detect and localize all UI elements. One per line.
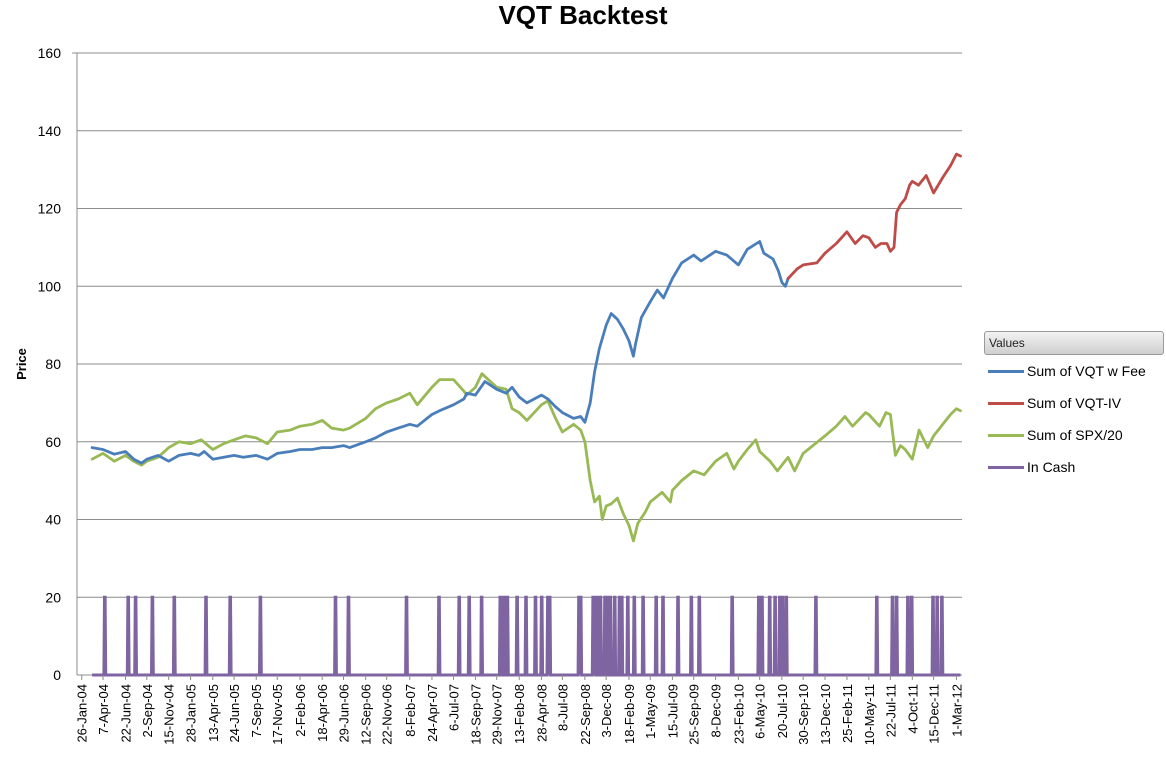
legend-label: Sum of SPX/20 xyxy=(1027,427,1123,443)
legend-item-spx-20: Sum of SPX/20 xyxy=(984,419,1164,451)
x-tick-label: 17-Nov-05 xyxy=(270,684,285,745)
x-tick-label: 1-May-09 xyxy=(643,684,658,739)
legend-item-vqt-iv: Sum of VQT-IV xyxy=(984,387,1164,419)
x-tick-label: 8-Feb-07 xyxy=(403,684,418,737)
legend-label: In Cash xyxy=(1027,459,1076,475)
legend-item-in-cash: In Cash xyxy=(984,451,1164,483)
x-tick-label: 25-Sep-09 xyxy=(687,684,702,745)
x-tick-label: 15-Dec-11 xyxy=(927,684,942,744)
x-tick-label: 22-Nov-06 xyxy=(380,684,395,745)
x-tick-label: 18-Apr-06 xyxy=(315,684,330,742)
series-line-sum-of-vqt-iv xyxy=(786,152,962,280)
x-tick-label: 6-May-10 xyxy=(753,684,768,739)
x-tick-label: 25-Feb-11 xyxy=(840,684,855,743)
x-tick-label: 24-Apr-07 xyxy=(425,684,440,742)
x-tick-label: 2-Sep-04 xyxy=(140,684,155,737)
x-tick-label: 7-Sep-05 xyxy=(249,684,264,737)
x-tick-label: 24-Jun-05 xyxy=(227,684,242,743)
legend-label: Sum of VQT-IV xyxy=(1027,395,1122,411)
x-tick-label: 8-Jul-08 xyxy=(555,684,570,731)
y-axis-label: Price xyxy=(14,348,29,380)
x-tick-labels: 26-Jan-04 7-Apr-04 22-Jun-04 2-Sep-04 15-Nov… xyxy=(75,675,964,745)
chart-title: VQT Backtest xyxy=(498,0,668,30)
legend-header[interactable]: Values xyxy=(984,331,1164,355)
series-line-sum-of-spx-20 xyxy=(90,372,962,543)
x-tick-label: 7-Apr-04 xyxy=(96,684,111,735)
x-tick-label: 18-Sep-07 xyxy=(468,684,483,745)
x-tick-label: 22-Jul-11 xyxy=(883,684,898,737)
x-tick-label: 23-Feb-10 xyxy=(731,684,746,744)
y-tick-label: 100 xyxy=(38,278,62,294)
x-tick-label: 30-Sep-10 xyxy=(796,684,811,745)
y-tick-label: 140 xyxy=(38,123,62,139)
legend-label: Sum of VQT w Fee xyxy=(1027,363,1146,379)
legend-swatch-vqt-w-fee xyxy=(988,370,1024,373)
x-tick-label: 29-Nov-07 xyxy=(490,684,505,745)
x-tick-label: 20-Jul-10 xyxy=(775,684,790,738)
y-tick-label: 120 xyxy=(38,201,62,217)
legend-swatch-vqt-iv xyxy=(988,402,1024,405)
legend-swatch-in-cash xyxy=(988,466,1024,469)
x-tick-label: 13-Feb-08 xyxy=(512,684,527,744)
y-tick-labels: 0 20 40 60 80 100 120 140 160 xyxy=(38,45,62,683)
series-line-sum-of-vqt-w-fee xyxy=(90,240,790,465)
legend: Values Sum of VQT w Fee Sum of VQT-IV Su… xyxy=(984,331,1164,483)
x-tick-label: 12-Sep-06 xyxy=(359,684,374,745)
x-tick-label: 8-Dec-09 xyxy=(709,684,724,737)
y-tick-label: 80 xyxy=(45,356,61,372)
x-tick-label: 26-Jan-04 xyxy=(75,684,90,743)
x-tick-label: 13-Apr-05 xyxy=(206,684,221,742)
legend-item-vqt-w-fee: Sum of VQT w Fee xyxy=(984,355,1164,387)
x-tick-label: 1-Mar-12 xyxy=(949,684,964,737)
x-tick-label: 22-Sep-08 xyxy=(578,684,593,745)
x-tick-label: 10-May-11 xyxy=(862,684,877,745)
series-line-in-cash xyxy=(92,595,961,677)
x-tick-label: 29-Jun-06 xyxy=(337,684,352,743)
x-tick-label: 3-Dec-08 xyxy=(599,684,614,737)
x-tick-label: 28-Jan-05 xyxy=(184,684,199,743)
x-tick-label: 13-Dec-10 xyxy=(818,684,833,745)
y-tick-label: 40 xyxy=(45,512,61,528)
y-tick-label: 0 xyxy=(53,667,61,683)
y-tick-label: 20 xyxy=(45,589,61,605)
x-tick-label: 15-Jul-09 xyxy=(665,684,680,738)
x-tick-label: 18-Feb-09 xyxy=(622,684,637,744)
y-tick-label: 60 xyxy=(45,434,61,450)
x-tick-label: 4-Oct-11 xyxy=(905,684,920,734)
gridlines xyxy=(77,52,962,598)
legend-swatch-spx-20 xyxy=(988,434,1024,437)
x-tick-label: 22-Jun-04 xyxy=(119,684,134,743)
y-tick-label: 160 xyxy=(38,45,62,61)
x-tick-label: 15-Nov-04 xyxy=(162,684,177,745)
x-tick-label: 2-Feb-06 xyxy=(293,684,308,737)
x-tick-label: 6-Jul-07 xyxy=(447,684,462,731)
x-tick-label: 28-Apr-08 xyxy=(534,684,549,742)
